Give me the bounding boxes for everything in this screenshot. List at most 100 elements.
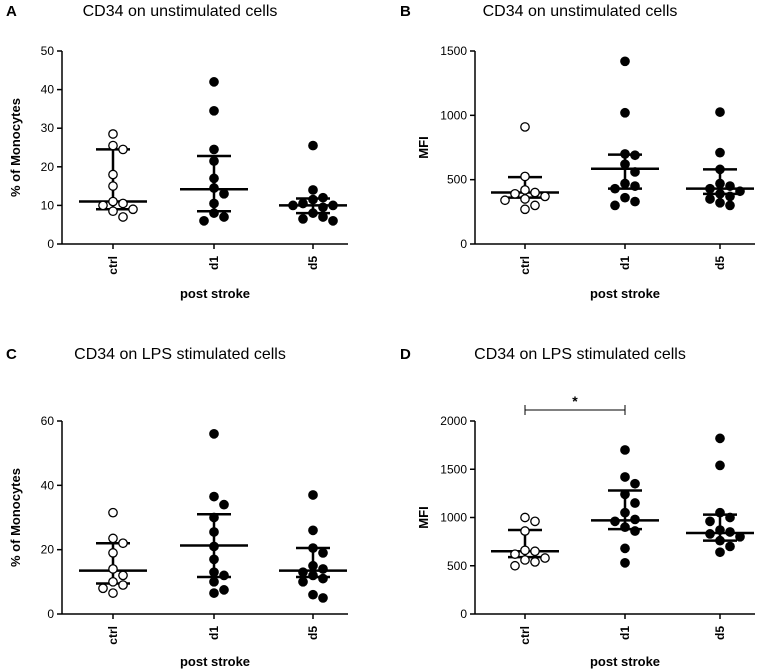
data-point	[530, 187, 540, 198]
data-point	[98, 200, 108, 211]
data-point	[308, 560, 318, 571]
x-tick-label: ctrl	[518, 626, 532, 645]
y-axis-label: MFI	[416, 136, 431, 158]
data-point	[118, 212, 128, 222]
x-tick-label: d1	[618, 256, 632, 270]
group-d5	[686, 433, 754, 558]
data-point	[715, 147, 725, 158]
data-point	[620, 178, 630, 189]
y-tick-label: 500	[447, 173, 467, 187]
data-point	[620, 522, 630, 533]
y-tick-label: 40	[41, 83, 55, 97]
data-point	[328, 200, 338, 211]
data-point	[610, 200, 620, 211]
data-point	[520, 204, 530, 215]
data-point	[620, 159, 630, 170]
data-point	[520, 122, 530, 132]
group-d5	[686, 107, 754, 211]
data-point	[530, 200, 540, 211]
data-point	[715, 197, 725, 208]
group-ctrl	[491, 122, 559, 215]
y-tick-label: 1500	[440, 462, 467, 476]
data-point	[219, 188, 229, 199]
data-point	[308, 570, 318, 581]
data-point	[308, 194, 318, 205]
group-d1	[180, 429, 248, 598]
data-point	[715, 535, 725, 546]
data-point	[108, 576, 118, 587]
data-point	[118, 538, 128, 549]
data-point	[318, 192, 328, 203]
data-point	[108, 588, 118, 598]
data-point	[715, 507, 725, 518]
panel-letter: D	[400, 346, 411, 363]
group-d5	[279, 140, 347, 226]
data-point	[630, 181, 640, 191]
group-d5	[279, 490, 347, 603]
data-point	[118, 580, 128, 590]
x-tick-label: ctrl	[106, 256, 120, 275]
panel-b: B CD34 on unstimulated cells 0 500 1000 1500 M…	[400, 3, 755, 301]
y-tick-label: 0	[460, 237, 467, 251]
data-point	[298, 576, 308, 587]
data-point	[620, 445, 630, 455]
data-point	[630, 196, 640, 207]
data-point	[298, 214, 308, 224]
data-point	[209, 183, 219, 193]
data-point	[118, 570, 128, 581]
chart-title: CD34 on unstimulated cells	[483, 3, 678, 20]
data-point	[715, 107, 725, 117]
y-tick-label: 0	[460, 607, 467, 621]
data-point	[620, 507, 630, 518]
y-axis-label: % of Monocytes	[8, 468, 23, 567]
data-point	[308, 543, 318, 553]
x-axis-label: post stroke	[590, 286, 660, 301]
x-axis-label: post stroke	[590, 654, 660, 669]
data-point	[620, 149, 630, 159]
data-point	[209, 156, 219, 166]
y-axis-label: MFI	[416, 506, 431, 528]
data-point	[715, 188, 725, 199]
data-point	[118, 198, 128, 209]
data-point	[199, 215, 209, 226]
data-point	[209, 491, 219, 502]
data-point	[209, 554, 219, 565]
x-tick-label: d5	[306, 626, 320, 640]
data-point	[735, 186, 745, 197]
data-point	[219, 585, 229, 595]
data-point	[308, 208, 318, 218]
data-point	[620, 489, 630, 500]
x-axis-label: post stroke	[180, 286, 250, 301]
data-point	[318, 548, 328, 558]
x-tick-label: d1	[207, 626, 221, 640]
data-point	[108, 169, 118, 180]
y-tick-label: 20	[41, 543, 55, 557]
data-point	[725, 541, 735, 552]
data-point	[725, 191, 735, 202]
data-point	[209, 527, 219, 537]
x-tick-label: d1	[207, 256, 221, 270]
x-tick-label: ctrl	[106, 626, 120, 645]
data-point	[530, 546, 540, 557]
group-d1	[180, 77, 248, 226]
data-point	[318, 593, 328, 603]
data-point	[500, 195, 510, 206]
group-ctrl	[79, 129, 147, 222]
data-point	[520, 194, 530, 204]
y-tick-label: 1000	[440, 511, 467, 525]
x-axis-label: post stroke	[180, 654, 250, 669]
data-point	[715, 178, 725, 189]
y-tick-label: 40	[41, 478, 55, 492]
y-tick-label: 20	[41, 160, 55, 174]
y-tick-label: 1500	[440, 44, 467, 58]
data-point	[308, 490, 318, 500]
y-tick-label: 60	[41, 414, 55, 428]
panel-letter: C	[6, 346, 17, 363]
x-tick-label: d5	[713, 626, 727, 640]
group-ctrl	[491, 512, 559, 571]
data-point	[620, 107, 630, 118]
significance-bracket: *	[524, 393, 626, 415]
data-point	[715, 460, 725, 471]
panel-letter: A	[6, 3, 17, 20]
